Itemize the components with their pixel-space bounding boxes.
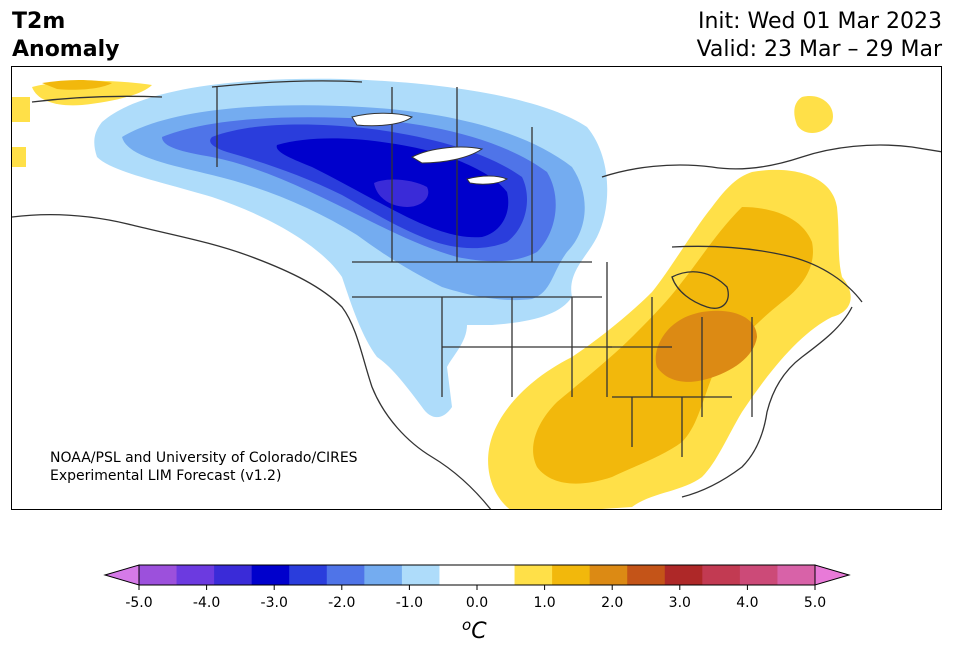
colorbar-tick-label: -1.0 bbox=[396, 595, 423, 611]
valid-range: Valid: 23 Mar – 29 Mar bbox=[696, 37, 942, 62]
colorbar-tick-label: -4.0 bbox=[193, 595, 220, 611]
colorbar-cell bbox=[477, 565, 516, 585]
colorbar-svg: -5.0 -4.0 -3.0 -2.0 -1.0 0.0 1.0 2.0 3.0 4.0 5.0 o… bbox=[103, 564, 851, 644]
colorbar-cell bbox=[439, 565, 478, 585]
colorbar: -5.0 -4.0 -3.0 -2.0 -1.0 0.0 1.0 2.0 3.0 4.0 5.0 o… bbox=[0, 560, 953, 656]
colorbar-cell bbox=[664, 565, 703, 585]
colorbar-cell bbox=[552, 565, 591, 585]
credit-text: NOAA/PSL and University of Colorado/CIRE… bbox=[50, 449, 358, 485]
colorbar-cell bbox=[777, 565, 816, 585]
colorbar-cell bbox=[364, 565, 403, 585]
colorbar-tick-label: 1.0 bbox=[533, 595, 555, 611]
map-title: T2m Anomaly bbox=[12, 8, 119, 64]
init-date: Init: Wed 01 Mar 2023 bbox=[697, 9, 942, 34]
credit-line-2: Experimental LIM Forecast (v1.2) bbox=[50, 468, 282, 484]
colorbar-cell bbox=[589, 565, 628, 585]
anomaly-map: NOAA/PSL and University of Colorado/CIRE… bbox=[11, 66, 942, 510]
credit-line-1: NOAA/PSL and University of Colorado/CIRE… bbox=[50, 450, 358, 466]
forecast-dates: Init: Wed 01 Mar 2023 Valid: 23 Mar – 29… bbox=[697, 8, 942, 64]
coastlines-and-borders bbox=[12, 80, 941, 509]
colorbar-tick-label: -3.0 bbox=[261, 595, 288, 611]
unit-superscript: o bbox=[462, 616, 471, 634]
colorbar-over-triangle bbox=[814, 564, 851, 586]
colorbar-cell bbox=[514, 565, 553, 585]
colorbar-cell bbox=[214, 565, 253, 585]
colorbar-tick-label: 2.0 bbox=[601, 595, 623, 611]
map-canvas bbox=[12, 78, 941, 509]
colorbar-tick-label: -5.0 bbox=[125, 595, 152, 611]
colorbar-cell bbox=[251, 565, 290, 585]
lakes bbox=[351, 112, 509, 185]
colorbar-cells bbox=[139, 565, 816, 585]
colorbar-tick-label: 0.0 bbox=[466, 595, 488, 611]
colorbar-cell bbox=[739, 565, 778, 585]
colorbar-cell bbox=[627, 565, 666, 585]
colorbar-cell bbox=[289, 565, 328, 585]
colorbar-cell bbox=[139, 565, 178, 585]
colorbar-cell bbox=[702, 565, 741, 585]
colorbar-ticks: -5.0 -4.0 -3.0 -2.0 -1.0 0.0 1.0 2.0 3.0 4.0 5.0 bbox=[125, 585, 826, 611]
colorbar-cell bbox=[176, 565, 215, 585]
unit-label: oC bbox=[462, 616, 487, 644]
colorbar-tick-label: 3.0 bbox=[669, 595, 691, 611]
colorbar-tick-label: 4.0 bbox=[736, 595, 758, 611]
colorbar-under-triangle bbox=[103, 564, 140, 586]
colorbar-cell bbox=[401, 565, 440, 585]
variable-label: T2m bbox=[12, 9, 66, 34]
anomaly-label: Anomaly bbox=[12, 37, 120, 62]
colorbar-tick-label: 5.0 bbox=[804, 595, 826, 611]
colorbar-cell bbox=[326, 565, 365, 585]
anomaly-fill bbox=[12, 78, 851, 509]
colorbar-tick-label: -2.0 bbox=[328, 595, 355, 611]
unit-base: C bbox=[471, 619, 487, 644]
